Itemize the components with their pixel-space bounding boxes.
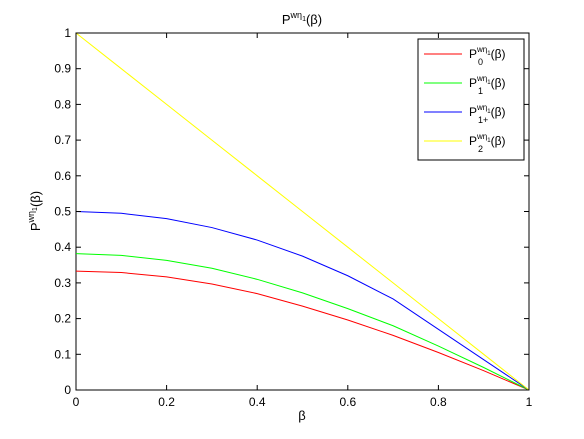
y-tick-label: 0.2 xyxy=(54,312,71,326)
y-tick-label: 0 xyxy=(64,383,71,397)
y-tick-label: 0.7 xyxy=(54,133,71,147)
x-tick-label: 1 xyxy=(526,395,533,409)
series-line-3 xyxy=(75,32,530,391)
legend-label-3: Pwη1(β) xyxy=(469,132,506,148)
legend-label-sub-0: 0 xyxy=(478,57,483,67)
x-tick-label: 0 xyxy=(73,395,80,409)
legend-box xyxy=(417,38,525,161)
chart-title-base: P xyxy=(282,12,291,27)
y-tick-label: 0.3 xyxy=(54,276,71,290)
legend-label-sub-2: 1+ xyxy=(478,115,488,125)
y-tick-label: 0.6 xyxy=(54,169,71,183)
y-tick-label: 0.4 xyxy=(54,240,71,254)
legend-label-sub-1: 1 xyxy=(478,86,483,96)
x-tick-label: 0.8 xyxy=(430,395,447,409)
y-axis-label-suffix: (β) xyxy=(28,191,43,207)
legend-label-1: Pwη1(β) xyxy=(469,74,506,90)
legend-label-2: Pwη1(β) xyxy=(469,103,506,119)
y-axis-label-sup: wη xyxy=(26,211,36,224)
chart-title-suffix: (β) xyxy=(306,12,322,27)
legend-label-0: Pwη1(β) xyxy=(469,45,506,61)
x-tick-label: 0.6 xyxy=(339,395,356,409)
chart-title-sup: wη xyxy=(290,10,303,20)
legend-label-sub-3: 2 xyxy=(478,144,483,154)
y-tick-label: 0.9 xyxy=(54,62,71,76)
y-axis-label: Pwη1(β) xyxy=(26,191,43,231)
svg-text:Pwη1(β): Pwη1(β) xyxy=(26,191,43,231)
tick-layer: 0 0.2 0.4 0.6 0.8 1 0 0.1 0.2 0.3 0.4 0.5 0.6 0.7 0.8 0… xyxy=(54,26,532,409)
series-line-0 xyxy=(75,270,530,391)
chart-title: Pwη1(β) xyxy=(282,10,322,27)
y-axis-label-subsup: 1 xyxy=(32,207,39,211)
y-tick-label: 0.8 xyxy=(54,97,71,111)
y-axis-label-base: P xyxy=(28,222,43,231)
x-axis-label: β xyxy=(298,408,305,423)
x-tick-label: 0.2 xyxy=(158,395,175,409)
y-tick-label: 0.1 xyxy=(54,347,71,361)
series-layer xyxy=(75,32,530,391)
y-tick-label: 1 xyxy=(64,26,71,40)
y-tick-label: 0.5 xyxy=(54,205,71,219)
x-tick-label: 0.4 xyxy=(249,395,266,409)
series-line-1 xyxy=(75,253,530,391)
chart-title-subsup: 1 xyxy=(302,16,306,23)
series-line-2 xyxy=(75,211,530,391)
